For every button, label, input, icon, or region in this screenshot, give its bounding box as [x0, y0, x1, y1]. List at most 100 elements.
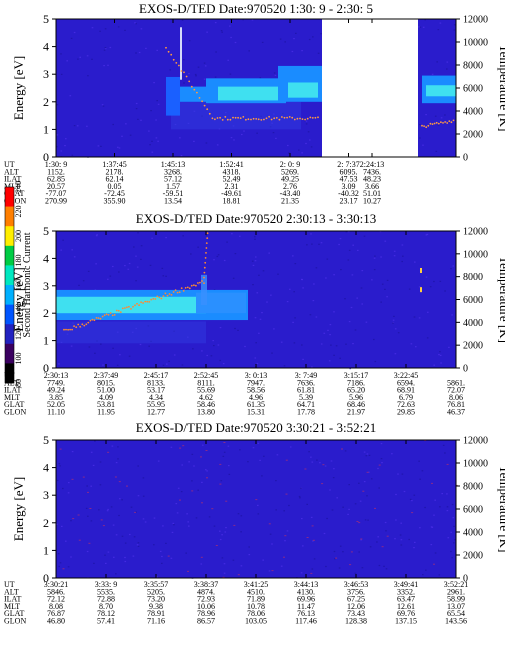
noise-speck: [361, 303, 363, 305]
noise-speck: [112, 265, 114, 268]
colorbar-segment: [5, 226, 14, 247]
event-speck: [349, 564, 352, 566]
trace-point: [165, 46, 167, 49]
noise-speck: [240, 565, 243, 567]
band-tail: [196, 292, 246, 314]
trace-point: [160, 297, 163, 300]
cell-alt: 8133.: [147, 378, 165, 387]
noise-speck: [413, 547, 415, 549]
noise-speck: [142, 495, 145, 497]
noise-speck: [447, 537, 450, 539]
noise-speck: [102, 105, 105, 107]
noise-speck: [242, 19, 244, 21]
noise-speck: [112, 347, 114, 349]
spectrogram-panel-3: EXOS-D/TED Date:970520 3:30:21 - 3:52:21…: [4, 420, 505, 626]
noise-speck: [229, 73, 232, 75]
noise-speck: [425, 234, 428, 236]
trace-point: [204, 261, 207, 264]
noise-speck: [144, 521, 147, 523]
noise-speck: [368, 454, 371, 456]
event-speck: [285, 459, 288, 461]
trace-point: [201, 280, 203, 282]
noise-speck: [135, 23, 137, 25]
y-tick-label-right: 12000: [463, 15, 488, 26]
trace-point: [132, 305, 134, 308]
trace-point: [105, 313, 108, 316]
noise-speck: [273, 328, 275, 330]
event-speck: [179, 447, 182, 449]
noise-speck: [354, 572, 357, 574]
event-speck: [446, 463, 449, 465]
colorbar-segment: [5, 245, 14, 266]
noise-speck: [377, 536, 379, 538]
noise-speck: [316, 459, 318, 461]
noise-speck: [369, 546, 372, 548]
noise-speck: [61, 525, 63, 527]
y-tick-label: 0: [43, 150, 49, 164]
noise-speck: [204, 65, 207, 67]
noise-speck: [67, 566, 70, 568]
noise-speck: [437, 124, 440, 126]
noise-speck: [226, 241, 228, 243]
noise-speck: [169, 69, 171, 71]
row-label-ilat: ILAT: [4, 595, 21, 604]
event-speck: [362, 490, 365, 492]
noise-speck: [156, 576, 158, 578]
trace-point: [119, 311, 122, 313]
cell-mlt: 3.85: [49, 393, 63, 402]
cell-glon: 23.17: [340, 197, 358, 206]
trace-point: [71, 328, 73, 331]
noise-speck: [213, 525, 216, 527]
y-axis-label-right: Temperature [K]: [497, 466, 505, 553]
noise-speck: [275, 480, 277, 482]
noise-speck: [311, 568, 314, 570]
noise-speck: [419, 527, 421, 529]
noise-speck: [319, 462, 321, 464]
noise-speck: [283, 365, 286, 367]
noise-speck: [117, 26, 120, 28]
noise-speck: [77, 58, 79, 60]
cell-alt: 7436.: [363, 167, 381, 176]
noise-speck: [446, 510, 449, 512]
cell-glon: 17.78: [297, 408, 315, 417]
cell-glon: 355.90: [104, 197, 126, 206]
noise-speck: [56, 134, 59, 136]
noise-speck: [385, 568, 388, 570]
event-speck: [134, 511, 137, 513]
low-energy-band: [56, 321, 206, 344]
hot-pixel: [420, 287, 422, 293]
trace-point: [425, 126, 428, 129]
event-speck: [89, 508, 92, 509]
noise-speck: [135, 52, 137, 54]
trace-point: [170, 294, 173, 296]
noise-speck: [418, 460, 420, 462]
noise-speck: [197, 489, 199, 491]
cell-glon: 15.31: [247, 408, 265, 417]
noise-speck: [137, 118, 139, 120]
y-axis-right: 0 2000 4000 6000 8000 10000 12000 Temperature […: [456, 227, 505, 375]
noise-speck: [156, 49, 158, 51]
noise-speck: [351, 274, 354, 276]
cell-glat: 76.13: [297, 609, 315, 618]
noise-speck: [227, 59, 229, 61]
cell-ut: 2: 0: 9: [280, 160, 300, 169]
noise-speck: [188, 525, 190, 527]
noise-speck: [421, 470, 424, 472]
noise-speck: [217, 344, 220, 346]
trace-point: [281, 116, 283, 118]
noise-speck: [188, 461, 190, 463]
noise-speck: [307, 131, 310, 133]
event-speck: [71, 478, 74, 480]
y-tick-label-right: 6000: [463, 295, 483, 306]
cell-ilat: 55.69: [197, 386, 215, 395]
noise-speck: [58, 463, 61, 465]
row-label-alt: ALT: [4, 167, 19, 176]
noise-speck: [201, 481, 203, 483]
event-speck: [431, 482, 433, 484]
spectrogram-panel-2: EXOS-D/TED Date:970520 2:30:13 - 3:30:13…: [4, 211, 505, 417]
cell-glat: 69.76: [397, 609, 415, 618]
noise-speck: [102, 364, 104, 366]
trace-point: [211, 117, 214, 120]
noise-speck: [232, 277, 235, 279]
row-label-glat: GLAT: [4, 609, 25, 618]
